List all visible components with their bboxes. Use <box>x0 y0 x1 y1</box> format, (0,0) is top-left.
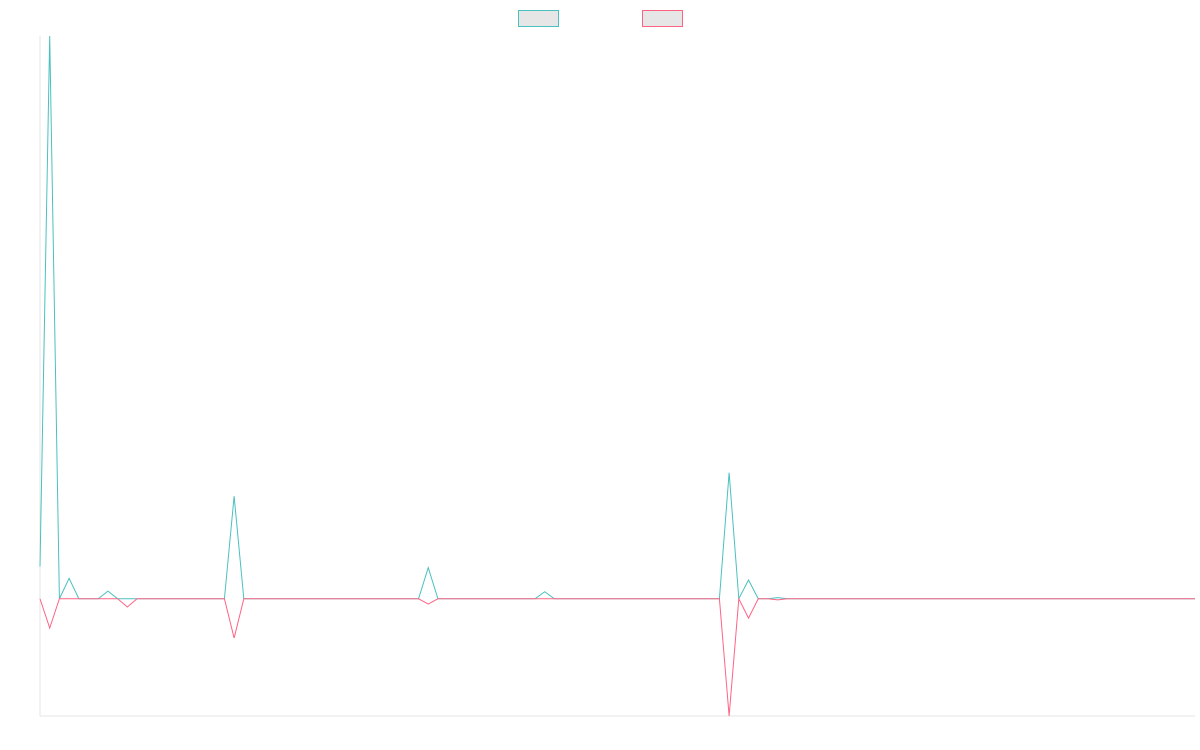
legend-item-1[interactable] <box>518 10 559 27</box>
legend-swatch-1 <box>518 10 559 27</box>
axes <box>39 36 1195 717</box>
legend-item-2[interactable] <box>642 10 683 27</box>
legend <box>518 10 683 27</box>
legend-swatch-2 <box>642 10 683 27</box>
series-line-2 <box>39 596 1195 717</box>
series-line-1 <box>39 35 1195 601</box>
series-group <box>39 35 1195 717</box>
